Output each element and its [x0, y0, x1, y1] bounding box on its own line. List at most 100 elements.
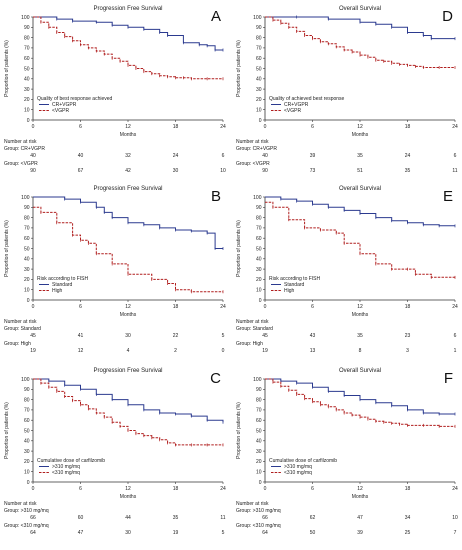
risk-group-label: Group: Standard — [236, 326, 273, 332]
x-tick-label: 24 — [220, 124, 226, 130]
legend-title: Quality of best response achieved — [37, 96, 113, 102]
y-tick-label: 30 — [24, 87, 30, 93]
y-tick-label: 100 — [253, 377, 262, 383]
risk-table-header: Number at risk — [236, 319, 269, 325]
x-tick-label: 0 — [264, 124, 267, 130]
y-tick-label: 100 — [21, 195, 30, 201]
y-tick-label: 50 — [24, 428, 30, 434]
legend-label: Standard — [284, 282, 305, 288]
risk-count: 40 — [78, 153, 84, 159]
risk-count: 42 — [125, 168, 131, 174]
risk-group-label: Group: <VGPR — [236, 161, 270, 167]
x-tick-label: 0 — [264, 304, 267, 310]
y-tick-label: 60 — [24, 418, 30, 424]
risk-count: 35 — [357, 333, 363, 339]
panel-a: Progression Free Survival A01020304050607… — [4, 6, 226, 174]
legend-title: Cumulative dose of carfilzomib — [269, 458, 337, 464]
risk-count: 13 — [310, 348, 316, 354]
legend-label: CR+VGPR — [284, 102, 309, 108]
y-tick-label: 50 — [256, 428, 262, 434]
risk-count: 2 — [174, 348, 177, 354]
risk-count: 22 — [173, 333, 179, 339]
risk-count: 19 — [30, 348, 36, 354]
risk-table-header: Number at risk — [4, 319, 37, 325]
risk-count: 39 — [357, 530, 363, 536]
risk-count: 30 — [125, 530, 131, 536]
panel-letter: B — [211, 188, 221, 205]
y-tick-label: 60 — [24, 236, 30, 242]
y-axis-label: Proportion of patients (%) — [4, 220, 10, 277]
y-tick-label: 20 — [256, 277, 262, 283]
risk-count: 45 — [262, 333, 268, 339]
risk-count: 66 — [262, 515, 268, 521]
risk-count: 19 — [173, 530, 179, 536]
x-tick-label: 12 — [357, 124, 363, 130]
risk-group-label: Group: Standard — [4, 326, 41, 332]
y-tick-label: 50 — [24, 246, 30, 252]
y-tick-label: 80 — [256, 35, 262, 41]
risk-count: 62 — [310, 515, 316, 521]
y-tick-label: 0 — [27, 298, 30, 304]
risk-table-header: Number at risk — [4, 501, 37, 507]
legend-label: High — [284, 288, 295, 294]
legend-title: Risk according to FISH — [269, 276, 321, 282]
series-line-1 — [33, 378, 224, 423]
panel-d: Overall Survival D 0 10 20 30 40 50 60 70 80 90 100 0… — [236, 6, 458, 174]
series-line-2 — [33, 378, 223, 446]
y-tick-label: 70 — [24, 226, 30, 232]
series-line-2 — [33, 16, 223, 80]
risk-table-header: Number at risk — [236, 139, 269, 145]
y-tick-label: 10 — [256, 108, 262, 114]
panel-f: Overall Survival F 0 10 20 30 40 50 60 70 80 90 100 0… — [236, 368, 458, 536]
y-tick-label: 60 — [256, 418, 262, 424]
x-axis-label: Months — [120, 494, 137, 500]
y-axis-label: Proportion of patients (%) — [4, 402, 10, 459]
chart-title: Overall Survival — [339, 186, 381, 192]
y-tick-label: 90 — [256, 25, 262, 31]
y-tick-label: 90 — [24, 25, 30, 31]
risk-count: 64 — [262, 530, 268, 536]
y-tick-label: 0 — [27, 480, 30, 486]
legend-label: <VGPR — [52, 108, 69, 114]
series-line-2 — [265, 16, 455, 68]
x-axis-label: Months — [120, 312, 137, 318]
y-tick-label: 70 — [24, 46, 30, 52]
y-tick-label: 100 — [253, 195, 262, 201]
risk-count: 1 — [454, 348, 457, 354]
y-tick-label: 40 — [24, 77, 30, 83]
x-axis-label: Months — [352, 132, 369, 138]
legend-title: Cumulative dose of carfilzomib — [37, 458, 105, 464]
y-tick-label: 30 — [256, 267, 262, 273]
risk-count: 43 — [310, 333, 316, 339]
y-axis-label: Proportion of patients (%) — [236, 402, 242, 459]
risk-group-label: Group: <310 mg/mq — [4, 523, 49, 529]
risk-count: 5 — [222, 530, 225, 536]
y-tick-label: 10 — [24, 288, 30, 294]
legend-title: Quality of achieved best response — [269, 96, 345, 102]
x-tick-label: 6 — [311, 124, 314, 130]
y-tick-label: 10 — [24, 108, 30, 114]
series-line-1 — [33, 196, 223, 249]
risk-count: 4 — [127, 348, 130, 354]
legend-label: >310 mg/mq — [284, 464, 312, 470]
series-line-2 — [33, 206, 223, 293]
risk-count: 34 — [405, 515, 411, 521]
risk-count: 24 — [405, 153, 411, 159]
risk-count: 3 — [406, 348, 409, 354]
risk-count: 44 — [125, 515, 131, 521]
panel-letter: E — [443, 188, 453, 205]
risk-count: 40 — [30, 153, 36, 159]
risk-count: 6 — [454, 333, 457, 339]
risk-group-label: Group: High — [4, 341, 31, 347]
risk-count: 40 — [262, 153, 268, 159]
y-tick-label: 40 — [256, 439, 262, 445]
series-line-2 — [265, 378, 455, 427]
risk-group-label: Group: CR+VGPR — [4, 146, 45, 152]
x-tick-label: 12 — [357, 304, 363, 310]
y-tick-label: 90 — [24, 205, 30, 211]
risk-group-label: Group: CR+VGPR — [236, 146, 277, 152]
y-tick-label: 30 — [24, 267, 30, 273]
y-tick-label: 40 — [24, 439, 30, 445]
y-tick-label: 100 — [253, 15, 262, 21]
chart-title: Progression Free Survival — [93, 368, 162, 374]
